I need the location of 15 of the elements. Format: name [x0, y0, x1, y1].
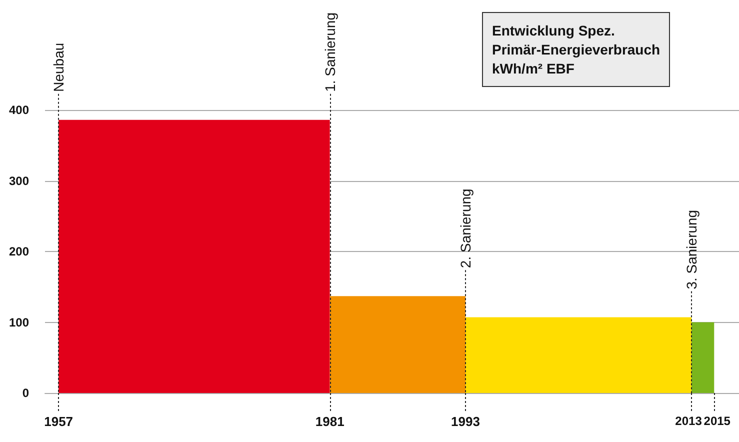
ref-line-label: 1. Sanierung — [322, 12, 338, 92]
x-tick-label: 1981 — [315, 414, 344, 429]
y-tick-label: 300 — [8, 174, 30, 188]
y-tick-label: 100 — [8, 315, 30, 330]
y-tick-label: 0 — [22, 386, 30, 400]
ref-line-label: Neubau — [50, 42, 67, 92]
y-tick-label: 200 — [8, 244, 30, 258]
x-tick-label: 2015 — [704, 414, 731, 428]
ref-line-label: 3. Sanierung — [684, 210, 700, 290]
chart-title: Entwicklung Spez. Primär-Energieverbrauch kWh/m² EBF — [492, 22, 660, 76]
y-tick-label: 400 — [8, 103, 30, 117]
x-tick-label: 1957 — [44, 414, 74, 429]
ref-line-label: 2. Sanierung — [457, 188, 474, 268]
x-tick-label: 1993 — [451, 414, 480, 429]
x-tick-label: 2013 — [675, 414, 702, 428]
